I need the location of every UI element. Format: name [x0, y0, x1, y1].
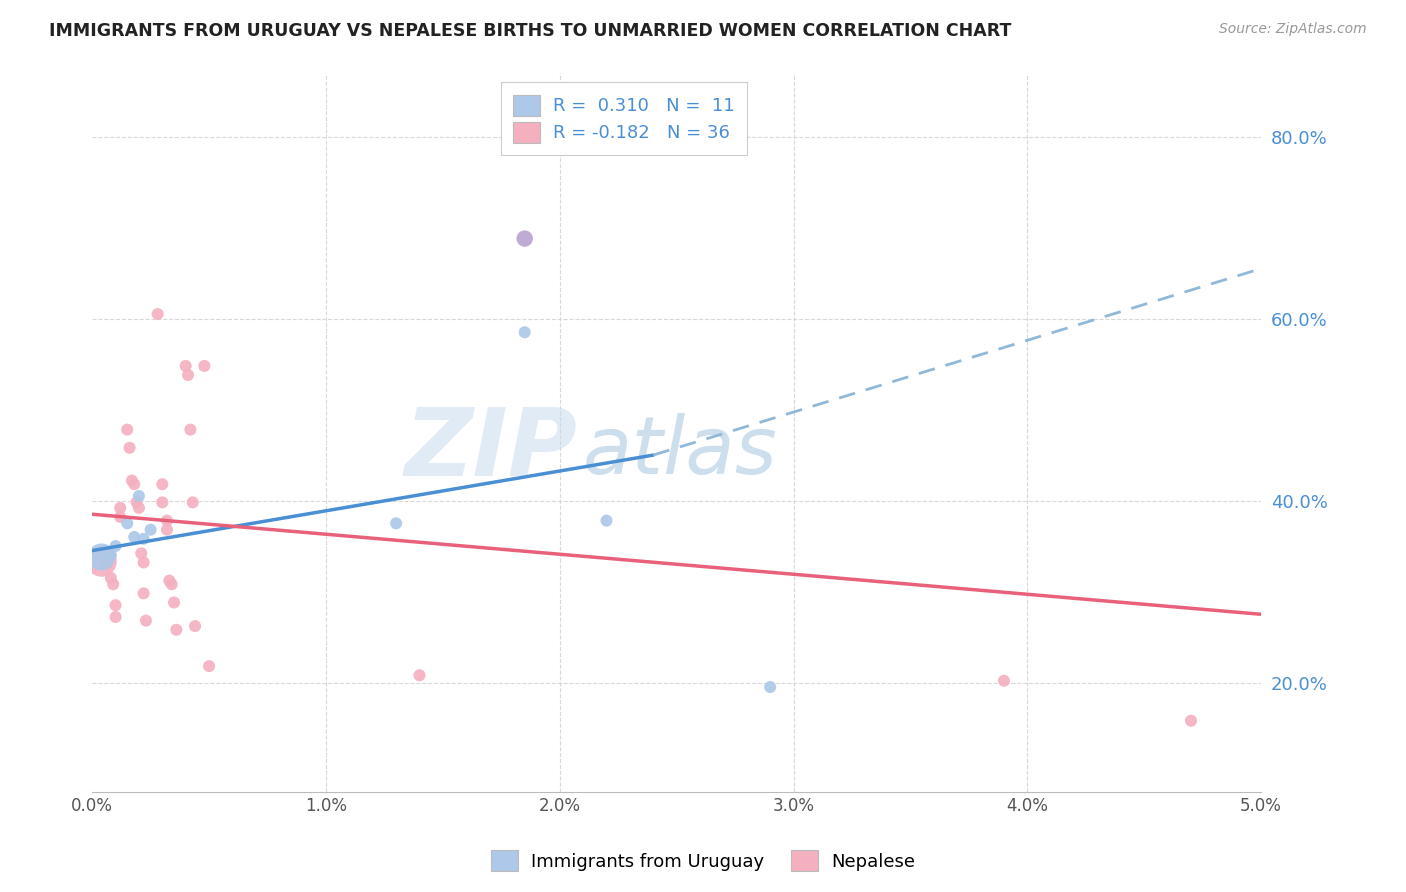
Text: atlas: atlas [583, 413, 778, 491]
Point [104, 610, 127, 624]
Point [165, 623, 187, 637]
Point [117, 423, 139, 437]
Point [104, 539, 127, 553]
Point [132, 532, 155, 546]
Point [1180, 714, 1202, 728]
Point [121, 474, 143, 488]
Point [110, 510, 132, 524]
Text: IMMIGRANTS FROM URUGUAY VS NEPALESE BIRTHS TO UNMARRIED WOMEN CORRELATION CHART: IMMIGRANTS FROM URUGUAY VS NEPALESE BIRT… [49, 22, 1011, 40]
Point [100, 571, 122, 585]
Text: ZIP: ZIP [405, 404, 578, 496]
Point [128, 489, 150, 503]
Point [100, 548, 122, 562]
Point [103, 577, 125, 591]
Legend: Immigrants from Uruguay, Nepalese: Immigrants from Uruguay, Nepalese [484, 843, 922, 879]
Point [163, 595, 186, 609]
Point [181, 495, 204, 509]
Point [156, 523, 179, 537]
Point [122, 477, 145, 491]
Point [193, 359, 215, 373]
Point [150, 495, 173, 509]
Point [759, 680, 782, 694]
Point [160, 577, 183, 591]
Point [179, 423, 201, 437]
Point [177, 368, 200, 382]
Point [385, 516, 408, 531]
Point [156, 514, 179, 528]
Point [129, 546, 152, 560]
Point [513, 231, 536, 245]
Point [135, 614, 157, 628]
Point [146, 307, 169, 321]
Point [122, 530, 145, 544]
Point [128, 500, 150, 515]
Point [184, 619, 207, 633]
Point [132, 586, 155, 600]
Point [513, 325, 536, 339]
Point [408, 668, 430, 682]
Point [595, 514, 617, 528]
Point [150, 477, 173, 491]
Text: Source: ZipAtlas.com: Source: ZipAtlas.com [1219, 22, 1367, 37]
Point [96, 558, 118, 572]
Point [90, 555, 112, 569]
Point [90, 549, 112, 564]
Point [104, 598, 127, 612]
Point [117, 516, 139, 531]
Point [139, 523, 162, 537]
Point [157, 574, 180, 588]
Point [993, 673, 1015, 688]
Point [125, 495, 148, 509]
Point [174, 359, 197, 373]
Point [110, 500, 132, 515]
Point [118, 441, 141, 455]
Legend: R =  0.310   N =  11, R = -0.182   N = 36: R = 0.310 N = 11, R = -0.182 N = 36 [501, 82, 748, 155]
Point [132, 556, 155, 570]
Point [198, 659, 221, 673]
